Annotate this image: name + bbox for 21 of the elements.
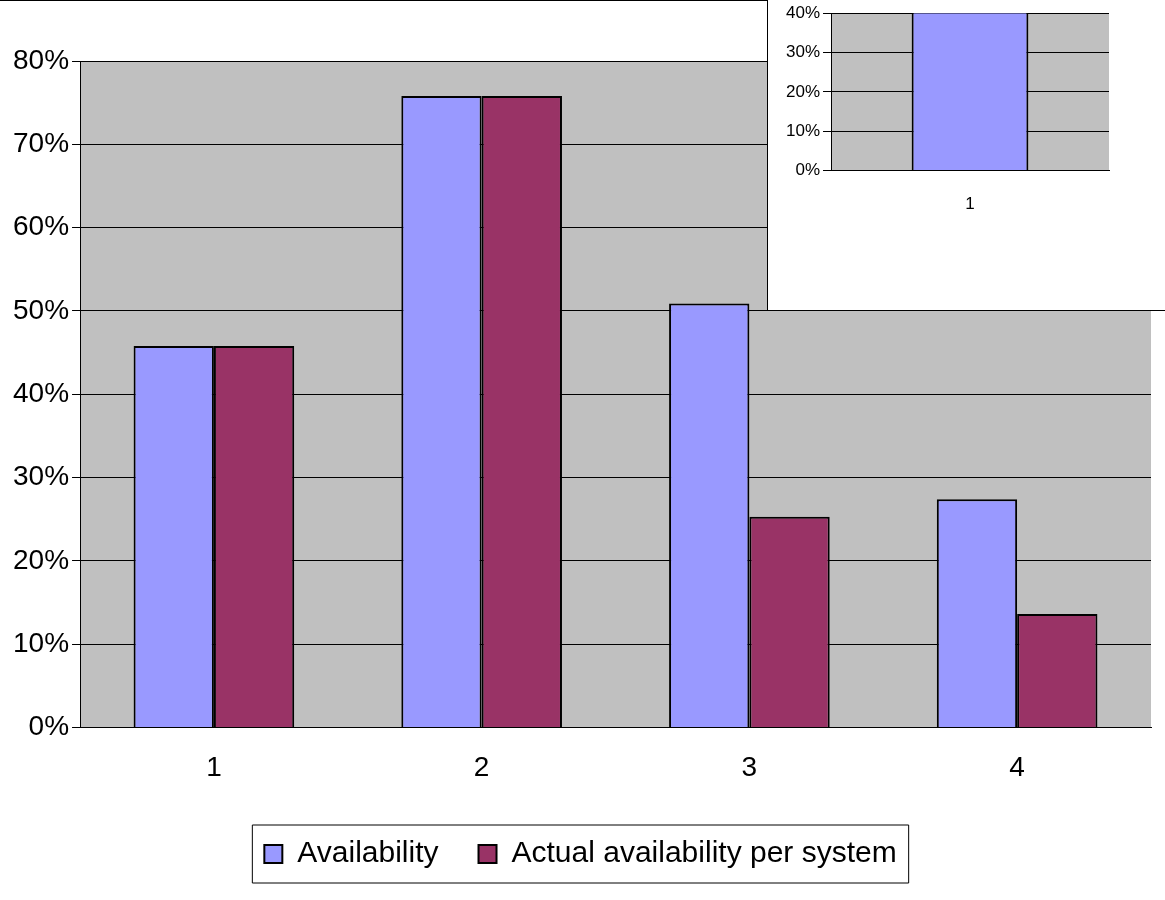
x-tick-label: 4 (1009, 750, 1025, 782)
x-tick-label: 1 (965, 194, 975, 214)
y-tick-label: 50% (12, 293, 70, 325)
y-tick-label: 30% (785, 42, 821, 62)
x-tick-label: 1 (206, 750, 222, 782)
legend-label: Actual availability per system (511, 835, 897, 869)
y-tick-label: 40% (12, 376, 70, 408)
y-tick-label: 20% (12, 543, 70, 575)
y-tick-label: 0% (28, 710, 70, 742)
y-tick-label: 30% (12, 460, 70, 492)
y-tick-label: 40% (785, 2, 821, 22)
y-tick-label: 10% (785, 120, 821, 140)
x-tick-label: 2 (473, 750, 490, 782)
legend-label: Availability (297, 835, 439, 869)
y-tick-label: 20% (785, 81, 821, 101)
y-tick-label: 0% (795, 160, 821, 180)
y-tick-label: 70% (12, 127, 70, 159)
y-tick-label: 80% (12, 43, 70, 75)
x-tick-label: 3 (741, 750, 758, 782)
y-tick-label: 10% (12, 626, 70, 658)
y-tick-label: 60% (12, 210, 70, 242)
